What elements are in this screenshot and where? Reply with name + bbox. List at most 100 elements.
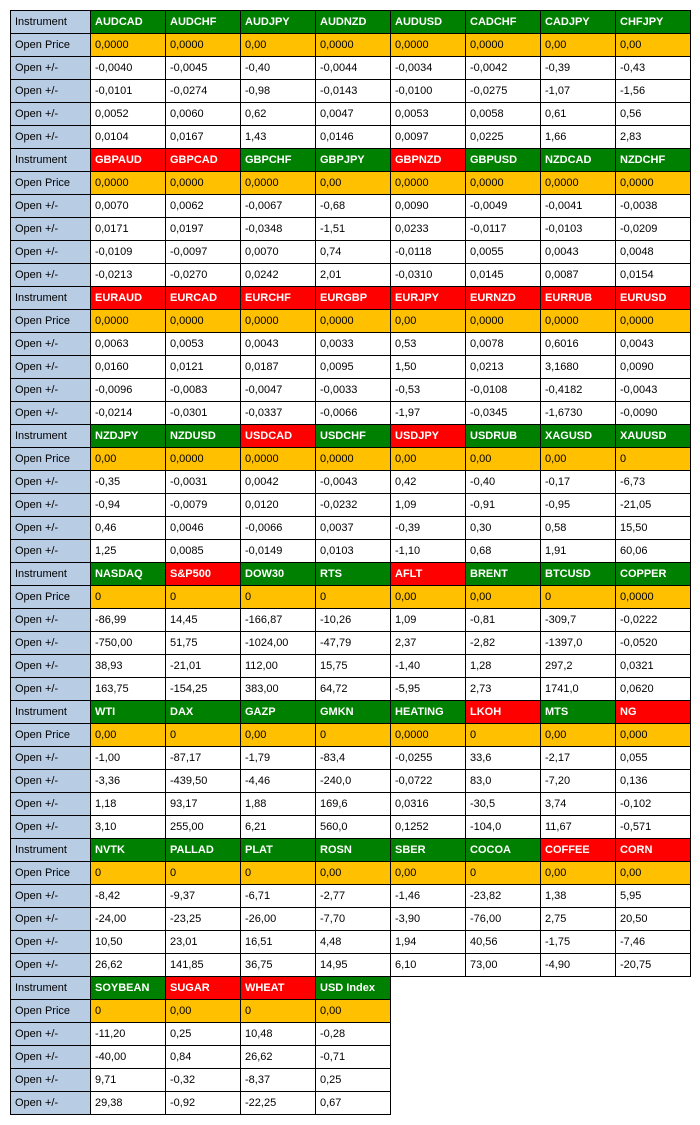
instrument-header: DAX xyxy=(166,701,241,724)
row-label-open-price: Open Price xyxy=(11,862,91,885)
value-cell: -47,79 xyxy=(316,632,391,655)
value-cell: 0,136 xyxy=(616,770,691,793)
value-cell: 0,0097 xyxy=(391,126,466,149)
open-pm-row: Open +/--24,00-23,25-26,00-7,70-3,90-76,… xyxy=(11,908,691,931)
row-label-open-pm: Open +/- xyxy=(11,471,91,494)
value-cell: 2,01 xyxy=(316,264,391,287)
value-cell: 0,1252 xyxy=(391,816,466,839)
row-label-open-pm: Open +/- xyxy=(11,655,91,678)
open-pm-row: Open +/-0,00700,0062-0,0067-0,680,0090-0… xyxy=(11,195,691,218)
value-cell: 16,51 xyxy=(241,931,316,954)
value-cell: 1,88 xyxy=(241,793,316,816)
value-cell: 15,50 xyxy=(616,517,691,540)
open-price-cell: 0,00 xyxy=(241,724,316,747)
row-label-open-price: Open Price xyxy=(11,34,91,57)
row-label-open-pm: Open +/- xyxy=(11,931,91,954)
value-cell: -0,0213 xyxy=(91,264,166,287)
instrument-header: DOW30 xyxy=(241,563,316,586)
open-price-cell: 0 xyxy=(91,586,166,609)
value-cell: 0,30 xyxy=(466,517,541,540)
value-cell: -0,0038 xyxy=(616,195,691,218)
instrument-header: NZDCHF xyxy=(616,149,691,172)
open-price-cell: 0,0000 xyxy=(466,172,541,195)
open-price-cell: 0,00 xyxy=(466,448,541,471)
instrument-header: EURNZD xyxy=(466,287,541,310)
value-cell: 0,0104 xyxy=(91,126,166,149)
value-cell: -23,25 xyxy=(166,908,241,931)
open-pm-row: Open +/-0,460,0046-0,00660,0037-0,390,30… xyxy=(11,517,691,540)
value-cell: -0,0109 xyxy=(91,241,166,264)
value-cell: -0,71 xyxy=(316,1046,391,1069)
value-cell: 36,75 xyxy=(241,954,316,977)
open-price-cell: 0 xyxy=(466,862,541,885)
value-cell: 0,0242 xyxy=(241,264,316,287)
value-cell: -0,92 xyxy=(166,1092,241,1115)
row-label-open-price: Open Price xyxy=(11,172,91,195)
open-price-row: Open Price0000,000,0000,000,00 xyxy=(11,862,691,885)
value-cell: 9,71 xyxy=(91,1069,166,1092)
value-cell: -0,0031 xyxy=(166,471,241,494)
open-price-cell: 0,0000 xyxy=(391,724,466,747)
open-pm-row: Open +/-10,5023,0116,514,481,9440,56-1,7… xyxy=(11,931,691,954)
value-cell: -0,0066 xyxy=(316,402,391,425)
value-cell: 60,06 xyxy=(616,540,691,563)
value-cell: 0,84 xyxy=(166,1046,241,1069)
value-cell: 0,0145 xyxy=(466,264,541,287)
open-price-cell: 0,00 xyxy=(541,448,616,471)
open-pm-row: Open +/--3,36-439,50-4,46-240,0-0,072283… xyxy=(11,770,691,793)
value-cell: 0,0620 xyxy=(616,678,691,701)
value-cell: -86,99 xyxy=(91,609,166,632)
value-cell: 0,0167 xyxy=(166,126,241,149)
row-label-instrument: Instrument xyxy=(11,701,91,724)
value-cell: -1,46 xyxy=(391,885,466,908)
row-label-open-pm: Open +/- xyxy=(11,1023,91,1046)
value-cell: -4,90 xyxy=(541,954,616,977)
value-cell: 33,6 xyxy=(466,747,541,770)
value-cell: 20,50 xyxy=(616,908,691,931)
open-pm-row: Open +/--0,0213-0,02700,02422,01-0,03100… xyxy=(11,264,691,287)
instrument-header-row: InstrumentSOYBEANSUGARWHEATUSD Index xyxy=(11,977,691,1000)
value-cell: 0,46 xyxy=(91,517,166,540)
open-pm-row: Open +/-0,01040,01671,430,01460,00970,02… xyxy=(11,126,691,149)
open-price-cell: 0,00 xyxy=(391,862,466,885)
value-cell: 1,09 xyxy=(391,494,466,517)
open-price-cell: 0,00 xyxy=(316,1000,391,1023)
value-cell: 0,0033 xyxy=(316,333,391,356)
open-pm-row: Open +/--86,9914,45-166,87-10,261,09-0,8… xyxy=(11,609,691,632)
instrument-header: BTCUSD xyxy=(541,563,616,586)
value-cell: -0,0067 xyxy=(241,195,316,218)
value-cell: -1,07 xyxy=(541,80,616,103)
value-cell: 1741,0 xyxy=(541,678,616,701)
open-pm-row: Open +/-3,10255,006,21560,00,1252-104,01… xyxy=(11,816,691,839)
value-cell: 6,21 xyxy=(241,816,316,839)
value-cell: 0,53 xyxy=(391,333,466,356)
row-label-instrument: Instrument xyxy=(11,149,91,172)
value-cell: -0,0042 xyxy=(466,57,541,80)
value-cell: -0,68 xyxy=(316,195,391,218)
value-cell: 0,0120 xyxy=(241,494,316,517)
value-cell: -0,32 xyxy=(166,1069,241,1092)
instrument-header: GBPCAD xyxy=(166,149,241,172)
value-cell: 0,0060 xyxy=(166,103,241,126)
open-price-cell: 0 xyxy=(91,1000,166,1023)
value-cell: 0,0154 xyxy=(616,264,691,287)
open-price-cell: 0,0000 xyxy=(316,448,391,471)
value-cell: 1,25 xyxy=(91,540,166,563)
value-cell: -0,53 xyxy=(391,379,466,402)
row-label-instrument: Instrument xyxy=(11,11,91,34)
value-cell: 4,48 xyxy=(316,931,391,954)
value-cell: -1,10 xyxy=(391,540,466,563)
open-price-cell: 0,0000 xyxy=(541,172,616,195)
row-label-open-price: Open Price xyxy=(11,310,91,333)
open-price-cell: 0,0000 xyxy=(541,310,616,333)
row-label-open-price: Open Price xyxy=(11,1000,91,1023)
value-cell: -0,0214 xyxy=(91,402,166,425)
open-price-cell: 0,0000 xyxy=(316,310,391,333)
open-price-cell: 0,00 xyxy=(391,310,466,333)
value-cell: 0,67 xyxy=(316,1092,391,1115)
value-cell: -9,37 xyxy=(166,885,241,908)
open-price-cell: 0,00 xyxy=(616,34,691,57)
value-cell: 0,055 xyxy=(616,747,691,770)
instrument-header: NZDUSD xyxy=(166,425,241,448)
value-cell: -0,0348 xyxy=(241,218,316,241)
